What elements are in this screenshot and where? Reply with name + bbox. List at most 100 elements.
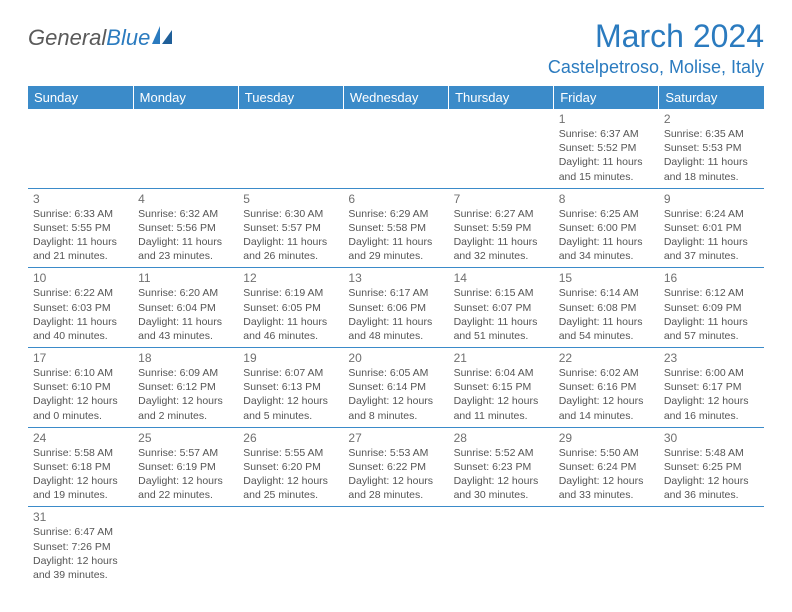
day-info: Sunrise: 5:53 AMSunset: 6:22 PMDaylight:… <box>348 446 443 503</box>
header: GeneralBlue March 2024 Castelpetroso, Mo… <box>28 18 764 78</box>
calendar-cell <box>343 109 448 188</box>
calendar-cell <box>449 109 554 188</box>
day-info: Sunrise: 5:57 AMSunset: 6:19 PMDaylight:… <box>138 446 233 503</box>
calendar-cell: 25Sunrise: 5:57 AMSunset: 6:19 PMDayligh… <box>133 427 238 507</box>
day-info: Sunrise: 5:50 AMSunset: 6:24 PMDaylight:… <box>559 446 654 503</box>
day-info: Sunrise: 5:55 AMSunset: 6:20 PMDaylight:… <box>243 446 338 503</box>
month-title: March 2024 <box>548 18 764 55</box>
calendar-cell: 12Sunrise: 6:19 AMSunset: 6:05 PMDayligh… <box>238 268 343 348</box>
calendar-cell: 9Sunrise: 6:24 AMSunset: 6:01 PMDaylight… <box>659 188 764 268</box>
day-number: 4 <box>138 192 233 206</box>
calendar-cell: 30Sunrise: 5:48 AMSunset: 6:25 PMDayligh… <box>659 427 764 507</box>
day-number: 31 <box>33 510 128 524</box>
day-info: Sunrise: 6:29 AMSunset: 5:58 PMDaylight:… <box>348 207 443 264</box>
day-info: Sunrise: 6:35 AMSunset: 5:53 PMDaylight:… <box>664 127 759 184</box>
day-number: 13 <box>348 271 443 285</box>
calendar-cell <box>449 507 554 586</box>
day-number: 24 <box>33 431 128 445</box>
day-info: Sunrise: 6:10 AMSunset: 6:10 PMDaylight:… <box>33 366 128 423</box>
calendar-row: 3Sunrise: 6:33 AMSunset: 5:55 PMDaylight… <box>28 188 764 268</box>
calendar-cell: 15Sunrise: 6:14 AMSunset: 6:08 PMDayligh… <box>554 268 659 348</box>
calendar-cell: 20Sunrise: 6:05 AMSunset: 6:14 PMDayligh… <box>343 348 448 428</box>
day-number: 5 <box>243 192 338 206</box>
day-number: 20 <box>348 351 443 365</box>
day-header-row: SundayMondayTuesdayWednesdayThursdayFrid… <box>28 86 764 109</box>
calendar-cell: 5Sunrise: 6:30 AMSunset: 5:57 PMDaylight… <box>238 188 343 268</box>
day-header: Monday <box>133 86 238 109</box>
calendar-cell: 16Sunrise: 6:12 AMSunset: 6:09 PMDayligh… <box>659 268 764 348</box>
calendar-cell <box>343 507 448 586</box>
day-number: 9 <box>664 192 759 206</box>
day-number: 25 <box>138 431 233 445</box>
calendar-cell <box>133 507 238 586</box>
calendar-cell: 29Sunrise: 5:50 AMSunset: 6:24 PMDayligh… <box>554 427 659 507</box>
day-info: Sunrise: 6:02 AMSunset: 6:16 PMDaylight:… <box>559 366 654 423</box>
day-header: Tuesday <box>238 86 343 109</box>
day-info: Sunrise: 6:24 AMSunset: 6:01 PMDaylight:… <box>664 207 759 264</box>
day-info: Sunrise: 6:00 AMSunset: 6:17 PMDaylight:… <box>664 366 759 423</box>
day-number: 6 <box>348 192 443 206</box>
day-number: 27 <box>348 431 443 445</box>
day-info: Sunrise: 6:25 AMSunset: 6:00 PMDaylight:… <box>559 207 654 264</box>
title-block: March 2024 Castelpetroso, Molise, Italy <box>548 18 764 78</box>
calendar-cell: 26Sunrise: 5:55 AMSunset: 6:20 PMDayligh… <box>238 427 343 507</box>
calendar-row: 24Sunrise: 5:58 AMSunset: 6:18 PMDayligh… <box>28 427 764 507</box>
calendar-cell: 18Sunrise: 6:09 AMSunset: 6:12 PMDayligh… <box>133 348 238 428</box>
day-number: 10 <box>33 271 128 285</box>
day-number: 14 <box>454 271 549 285</box>
calendar-cell: 11Sunrise: 6:20 AMSunset: 6:04 PMDayligh… <box>133 268 238 348</box>
calendar-cell <box>133 109 238 188</box>
calendar-cell: 2Sunrise: 6:35 AMSunset: 5:53 PMDaylight… <box>659 109 764 188</box>
calendar-cell: 10Sunrise: 6:22 AMSunset: 6:03 PMDayligh… <box>28 268 133 348</box>
day-info: Sunrise: 6:09 AMSunset: 6:12 PMDaylight:… <box>138 366 233 423</box>
day-number: 18 <box>138 351 233 365</box>
day-number: 30 <box>664 431 759 445</box>
calendar-body: 1Sunrise: 6:37 AMSunset: 5:52 PMDaylight… <box>28 109 764 586</box>
day-info: Sunrise: 6:27 AMSunset: 5:59 PMDaylight:… <box>454 207 549 264</box>
day-info: Sunrise: 5:52 AMSunset: 6:23 PMDaylight:… <box>454 446 549 503</box>
day-number: 21 <box>454 351 549 365</box>
day-number: 11 <box>138 271 233 285</box>
day-info: Sunrise: 5:58 AMSunset: 6:18 PMDaylight:… <box>33 446 128 503</box>
location: Castelpetroso, Molise, Italy <box>548 57 764 78</box>
calendar-cell: 21Sunrise: 6:04 AMSunset: 6:15 PMDayligh… <box>449 348 554 428</box>
sails-icon <box>150 24 176 46</box>
day-info: Sunrise: 6:12 AMSunset: 6:09 PMDaylight:… <box>664 286 759 343</box>
day-info: Sunrise: 6:04 AMSunset: 6:15 PMDaylight:… <box>454 366 549 423</box>
calendar-cell: 13Sunrise: 6:17 AMSunset: 6:06 PMDayligh… <box>343 268 448 348</box>
day-info: Sunrise: 6:32 AMSunset: 5:56 PMDaylight:… <box>138 207 233 264</box>
day-header: Wednesday <box>343 86 448 109</box>
day-info: Sunrise: 6:37 AMSunset: 5:52 PMDaylight:… <box>559 127 654 184</box>
day-header: Friday <box>554 86 659 109</box>
day-number: 23 <box>664 351 759 365</box>
day-info: Sunrise: 6:05 AMSunset: 6:14 PMDaylight:… <box>348 366 443 423</box>
calendar-cell: 7Sunrise: 6:27 AMSunset: 5:59 PMDaylight… <box>449 188 554 268</box>
calendar-row: 1Sunrise: 6:37 AMSunset: 5:52 PMDaylight… <box>28 109 764 188</box>
day-number: 22 <box>559 351 654 365</box>
calendar-cell: 19Sunrise: 6:07 AMSunset: 6:13 PMDayligh… <box>238 348 343 428</box>
day-number: 7 <box>454 192 549 206</box>
day-number: 3 <box>33 192 128 206</box>
calendar-cell <box>238 507 343 586</box>
day-number: 16 <box>664 271 759 285</box>
calendar-cell: 8Sunrise: 6:25 AMSunset: 6:00 PMDaylight… <box>554 188 659 268</box>
day-info: Sunrise: 6:17 AMSunset: 6:06 PMDaylight:… <box>348 286 443 343</box>
calendar-table: SundayMondayTuesdayWednesdayThursdayFrid… <box>28 86 764 586</box>
day-number: 26 <box>243 431 338 445</box>
day-header: Thursday <box>449 86 554 109</box>
calendar-cell: 3Sunrise: 6:33 AMSunset: 5:55 PMDaylight… <box>28 188 133 268</box>
logo-general: General <box>28 25 106 50</box>
calendar-cell <box>28 109 133 188</box>
day-info: Sunrise: 6:22 AMSunset: 6:03 PMDaylight:… <box>33 286 128 343</box>
day-header: Saturday <box>659 86 764 109</box>
day-info: Sunrise: 5:48 AMSunset: 6:25 PMDaylight:… <box>664 446 759 503</box>
calendar-cell <box>659 507 764 586</box>
day-info: Sunrise: 6:30 AMSunset: 5:57 PMDaylight:… <box>243 207 338 264</box>
calendar-cell: 22Sunrise: 6:02 AMSunset: 6:16 PMDayligh… <box>554 348 659 428</box>
calendar-cell <box>554 507 659 586</box>
calendar-row: 10Sunrise: 6:22 AMSunset: 6:03 PMDayligh… <box>28 268 764 348</box>
calendar-cell: 27Sunrise: 5:53 AMSunset: 6:22 PMDayligh… <box>343 427 448 507</box>
calendar-cell: 23Sunrise: 6:00 AMSunset: 6:17 PMDayligh… <box>659 348 764 428</box>
day-info: Sunrise: 6:33 AMSunset: 5:55 PMDaylight:… <box>33 207 128 264</box>
logo-blue: Blue <box>106 25 150 50</box>
